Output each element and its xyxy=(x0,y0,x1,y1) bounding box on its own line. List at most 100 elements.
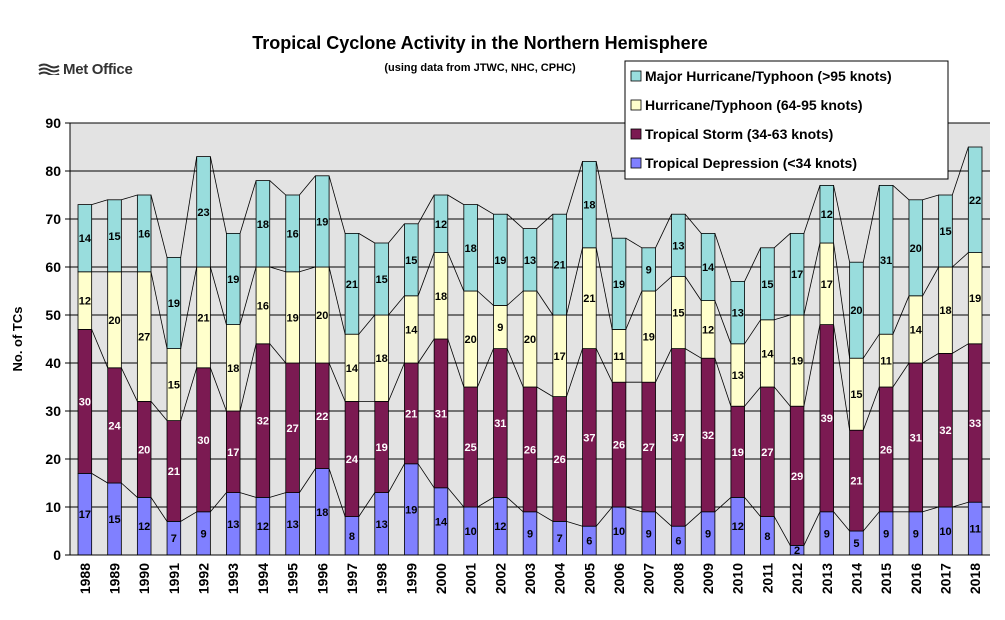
data-label: 11 xyxy=(613,351,625,363)
series-line xyxy=(803,324,821,407)
series-line xyxy=(239,343,257,412)
x-tick-label: 1999 xyxy=(403,563,419,594)
series-line xyxy=(269,343,287,364)
bar-segment xyxy=(908,199,924,297)
series-line xyxy=(655,511,672,527)
series-line xyxy=(358,233,375,244)
series-line xyxy=(952,252,969,268)
series-line xyxy=(566,247,583,316)
bar-segment xyxy=(938,194,953,268)
data-label: 12 xyxy=(79,296,91,308)
data-label: 9 xyxy=(883,528,889,540)
series-line xyxy=(477,497,494,508)
series-line xyxy=(862,386,880,431)
series-line xyxy=(91,473,108,484)
series-line xyxy=(477,204,494,215)
series-line xyxy=(685,348,702,359)
bar-segment xyxy=(433,194,449,253)
series-line xyxy=(625,237,643,249)
series-line xyxy=(862,511,880,532)
series-line xyxy=(774,314,791,321)
series-line xyxy=(655,214,672,248)
bar-segment xyxy=(700,232,716,301)
data-label: 19 xyxy=(286,312,298,324)
series-line xyxy=(121,194,138,201)
data-label: 19 xyxy=(168,298,180,310)
data-label: 20 xyxy=(524,334,536,346)
bar-segment xyxy=(136,194,152,273)
legend: Major Hurricane/Typhoon (>95 knots) Hurri… xyxy=(624,60,949,180)
series-line xyxy=(536,290,554,316)
data-label: 19 xyxy=(316,216,328,228)
x-tick-label: 2013 xyxy=(819,563,835,594)
y-tick-label: 40 xyxy=(45,355,61,371)
series-line xyxy=(803,185,821,234)
data-label: 21 xyxy=(583,293,595,305)
data-label: 12 xyxy=(138,521,150,533)
data-label: 27 xyxy=(761,447,773,459)
y-tick-label: 30 xyxy=(45,403,61,419)
data-label: 20 xyxy=(316,310,328,322)
series-line xyxy=(536,213,554,229)
series-line xyxy=(833,324,851,431)
series-line xyxy=(358,492,376,517)
data-label: 15 xyxy=(672,308,684,320)
series-connector-lines xyxy=(91,146,969,546)
y-tick-label: 70 xyxy=(45,211,61,227)
x-tick-label: 1995 xyxy=(285,563,301,594)
series-line xyxy=(239,180,257,234)
series-line xyxy=(209,367,227,412)
chart-subtitle: (using data from JTWC, NHC, CPHC) xyxy=(384,62,576,74)
series-line xyxy=(684,511,702,527)
data-label: 16 xyxy=(138,228,150,240)
x-tick-label: 2006 xyxy=(611,563,627,594)
series-line xyxy=(655,348,672,383)
series-line xyxy=(506,290,524,306)
x-tick-label: 1994 xyxy=(255,563,271,594)
x-tick-label: 2011 xyxy=(759,563,775,594)
data-label: 21 xyxy=(197,312,209,324)
bar-segment xyxy=(493,213,508,306)
series-line xyxy=(833,185,851,263)
data-label: 26 xyxy=(524,444,536,456)
x-tick-label: 2003 xyxy=(522,563,538,594)
data-label: 31 xyxy=(435,408,447,420)
data-label: 13 xyxy=(732,308,744,320)
data-label: 19 xyxy=(613,279,625,291)
series-line xyxy=(952,343,969,354)
x-tick-label: 1990 xyxy=(136,563,152,594)
series-line xyxy=(862,185,880,263)
series-line xyxy=(239,266,257,325)
legend-label: Hurricane/Typhoon (64-95 knots) xyxy=(645,97,863,113)
bar-segment xyxy=(878,184,894,335)
data-label: 19 xyxy=(227,274,239,286)
x-tick-label: 1988 xyxy=(77,563,93,594)
series-line xyxy=(744,386,761,407)
series-line xyxy=(655,276,672,292)
series-line xyxy=(447,338,465,388)
x-tick-label: 1993 xyxy=(225,563,241,594)
series-line xyxy=(150,194,168,258)
data-label: 19 xyxy=(791,356,803,368)
bar-segment xyxy=(315,175,330,268)
data-label: 32 xyxy=(939,425,951,437)
data-label: 17 xyxy=(227,447,239,459)
data-label: 7 xyxy=(171,533,177,545)
met-office-logo-text: Met Office xyxy=(63,61,133,78)
data-label: 26 xyxy=(554,454,566,466)
series-line xyxy=(922,266,940,296)
series-line xyxy=(417,194,435,224)
series-line xyxy=(299,175,316,196)
chart-title: Tropical Cyclone Activity in the Norther… xyxy=(252,33,707,53)
series-line xyxy=(892,295,910,335)
series-line xyxy=(388,295,405,316)
data-label: 18 xyxy=(316,507,328,519)
series-line xyxy=(209,266,227,325)
bar-segment xyxy=(374,242,389,316)
series-line xyxy=(328,362,346,402)
x-tick-label: 2014 xyxy=(848,563,864,594)
data-label: 13 xyxy=(375,519,387,531)
bar-segment xyxy=(166,256,182,349)
data-label: 15 xyxy=(850,389,862,401)
data-label: 19 xyxy=(732,447,744,459)
